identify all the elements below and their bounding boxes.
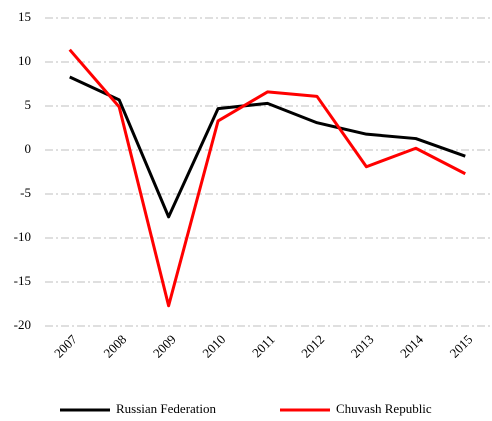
x-tick-label: 2008 — [100, 332, 129, 361]
y-tick-label: -20 — [14, 317, 31, 332]
x-tick-label: 2010 — [199, 332, 228, 361]
legend-label: Russian Federation — [116, 401, 217, 416]
y-tick-label: 5 — [25, 97, 32, 112]
x-tick-label: 2013 — [348, 332, 377, 361]
data-line — [69, 75, 466, 219]
y-tick-label: 10 — [18, 53, 31, 68]
x-tick-label: 2011 — [249, 332, 278, 361]
y-tick-label: -5 — [20, 185, 31, 200]
data-line — [68, 48, 466, 308]
y-tick-label: 15 — [18, 9, 31, 24]
x-tick-label: 2009 — [150, 332, 179, 361]
x-tick-label: 2007 — [51, 331, 80, 360]
y-tick-label: -10 — [14, 229, 31, 244]
x-tick-label: 2014 — [397, 331, 426, 360]
y-tick-label: 0 — [25, 141, 32, 156]
x-tick-label: 2015 — [447, 332, 476, 361]
y-tick-label: -15 — [14, 273, 31, 288]
legend-label: Chuvash Republic — [336, 401, 432, 416]
x-tick-label: 2012 — [298, 332, 327, 361]
